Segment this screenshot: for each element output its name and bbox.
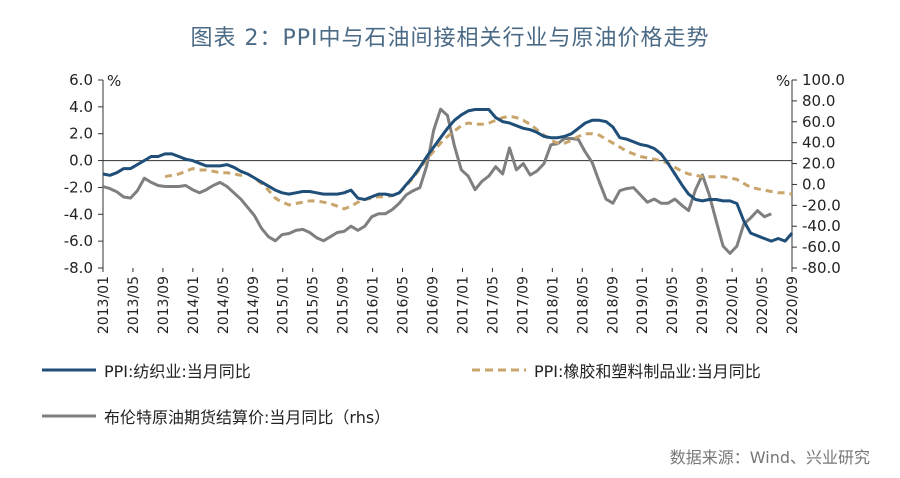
right-tick-label: 20.0 — [802, 155, 835, 173]
series-line-textile — [102, 108, 794, 243]
x-tick-label: 2016/05 — [396, 276, 412, 334]
right-tick-label: 80.0 — [802, 92, 835, 110]
x-tick-label: 2013/05 — [126, 276, 142, 334]
x-tick-label: 2016/09 — [426, 276, 442, 334]
x-tick-label: 2015/05 — [306, 276, 322, 334]
left-tick-label: -4.0 — [64, 205, 93, 223]
x-tick-label: 2014/09 — [246, 276, 262, 334]
right-tick-label: -80.0 — [802, 259, 841, 277]
x-tick-label: 2020/05 — [755, 276, 771, 334]
right-tick-label: 0.0 — [802, 175, 826, 193]
left-tick-label: -2.0 — [64, 178, 93, 196]
x-tick-label: 2015/01 — [276, 276, 292, 334]
left-tick-label: 4.0 — [69, 98, 93, 116]
x-tick-label: 2020/09 — [785, 276, 801, 334]
right-tick-label: 40.0 — [802, 134, 835, 152]
left-tick-label: -8.0 — [64, 259, 93, 277]
legend-swatch-brent — [42, 414, 96, 418]
right-axis-unit: % — [776, 72, 790, 90]
right-tick-label: 60.0 — [802, 113, 835, 131]
left-tick-label: -6.0 — [64, 232, 93, 250]
x-tick-label: 2018/09 — [605, 276, 621, 334]
series-line-brent — [102, 107, 772, 255]
x-tick-label: 2017/01 — [455, 276, 471, 334]
legend-label-rubber: PPI:橡胶和塑料制品业:当月同比 — [534, 362, 761, 381]
series-line-rubber — [164, 114, 793, 211]
left-tick-label: 2.0 — [69, 125, 93, 143]
legend-label-textile: PPI:纺织业:当月同比 — [104, 362, 251, 381]
x-tick-label: 2020/01 — [725, 276, 741, 334]
x-tick-label: 2017/09 — [515, 276, 531, 334]
data-source: 数据来源：Wind、兴业研究 — [669, 448, 870, 467]
x-tick-label: 2019/09 — [695, 276, 711, 334]
left-tick-label: 6.0 — [69, 71, 93, 89]
x-tick-label: 2019/01 — [635, 276, 651, 334]
legend-swatch-rubber — [472, 368, 526, 372]
x-tick-label: 2013/01 — [96, 276, 112, 334]
line-chart: 6.0 4.0 2.0 0.0 -2.0 -4.0 -6.0 -8.0% 100.0 80.0 60… — [64, 71, 845, 334]
legend-item-brent: 布伦特原油期货结算价:当月同比（rhs） — [42, 404, 390, 428]
left-tick-label: 0.0 — [69, 152, 93, 170]
x-tick-label: 2018/01 — [545, 276, 561, 334]
legend-item-textile: PPI:纺织业:当月同比 — [42, 358, 251, 382]
x-tick-label: 2018/05 — [575, 276, 591, 334]
x-tick-label: 2013/09 — [156, 276, 172, 334]
right-tick-label: -20.0 — [802, 196, 841, 214]
right-tick-label: -40.0 — [802, 217, 841, 235]
chart-title: 图表 2：PPI中与石油间接相关行业与原油价格走势 — [190, 26, 710, 51]
left-axis-unit: % — [107, 72, 121, 90]
right-tick-label: -60.0 — [802, 238, 841, 256]
x-tick-label: 2015/09 — [336, 276, 352, 334]
right-tick-label: 100.0 — [802, 71, 845, 89]
x-tick-label: 2014/05 — [216, 276, 232, 334]
x-tick-label: 2017/05 — [485, 276, 501, 334]
legend-swatch-textile — [42, 368, 96, 372]
x-tick-label: 2019/05 — [665, 276, 681, 334]
plot-area: 6.0 4.0 2.0 0.0 -2.0 -4.0 -6.0 -8.0% 100.0 80.0 60… — [64, 71, 845, 334]
legend-item-rubber: PPI:橡胶和塑料制品业:当月同比 — [472, 358, 761, 382]
x-tick-label: 2014/01 — [186, 276, 202, 334]
x-tick-label: 2016/01 — [366, 276, 382, 334]
legend-label-brent: 布伦特原油期货结算价:当月同比（rhs） — [104, 408, 391, 427]
